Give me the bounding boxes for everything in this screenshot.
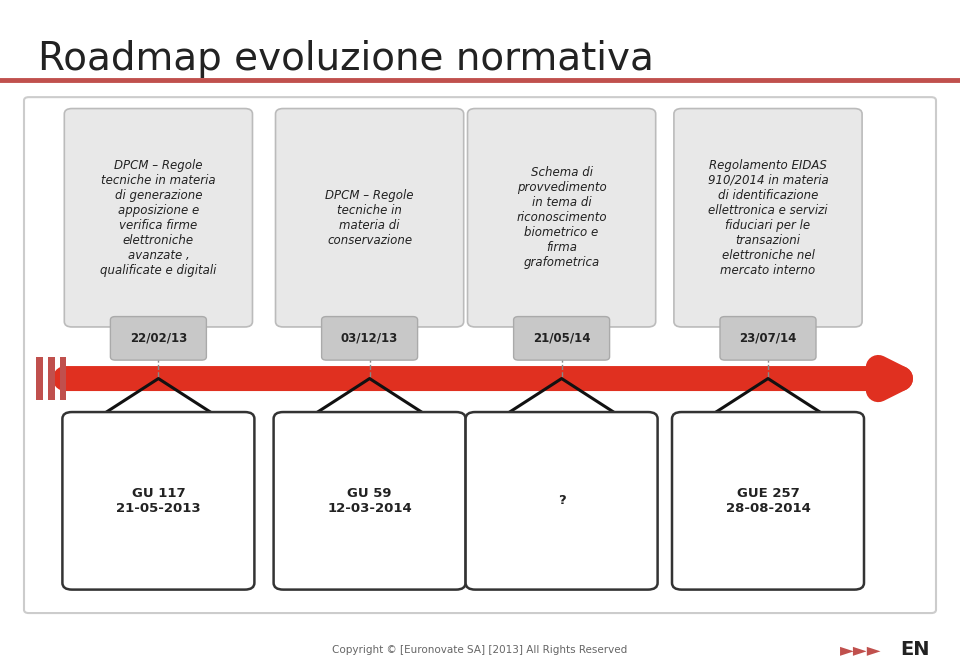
- FancyBboxPatch shape: [672, 412, 864, 590]
- Text: Schema di
provvedimento
in tema di
riconoscimento
biometrico e
firma
grafometric: Schema di provvedimento in tema di ricon…: [516, 166, 607, 269]
- FancyBboxPatch shape: [60, 357, 66, 401]
- FancyBboxPatch shape: [64, 109, 252, 327]
- Text: Copyright © [Euronovate SA] [2013] All Rights Reserved: Copyright © [Euronovate SA] [2013] All R…: [332, 645, 628, 655]
- Text: GU 117
21-05-2013: GU 117 21-05-2013: [116, 487, 201, 515]
- Text: 03/12/13: 03/12/13: [341, 332, 398, 345]
- Text: ?: ?: [558, 494, 565, 507]
- Text: GU 59
12-03-2014: GU 59 12-03-2014: [327, 487, 412, 515]
- FancyBboxPatch shape: [276, 109, 464, 327]
- FancyBboxPatch shape: [48, 357, 55, 401]
- Text: DPCM – Regole
tecniche in materia
di generazione
apposizione e
verifica firme
el: DPCM – Regole tecniche in materia di gen…: [100, 159, 217, 277]
- FancyBboxPatch shape: [514, 317, 610, 360]
- Text: DPCM – Regole
tecniche in
materia di
conservazione: DPCM – Regole tecniche in materia di con…: [325, 189, 414, 247]
- Text: ►►►: ►►►: [840, 641, 881, 659]
- Text: 21/05/14: 21/05/14: [533, 332, 590, 345]
- Text: 23/07/14: 23/07/14: [739, 332, 797, 345]
- FancyBboxPatch shape: [36, 357, 43, 401]
- FancyBboxPatch shape: [720, 317, 816, 360]
- Text: EN: EN: [900, 641, 930, 659]
- FancyBboxPatch shape: [674, 109, 862, 327]
- FancyBboxPatch shape: [24, 97, 936, 613]
- Text: 22/02/13: 22/02/13: [130, 332, 187, 345]
- FancyBboxPatch shape: [110, 317, 206, 360]
- FancyBboxPatch shape: [322, 317, 418, 360]
- FancyBboxPatch shape: [274, 412, 466, 590]
- Text: GUE 257
28-08-2014: GUE 257 28-08-2014: [726, 487, 810, 515]
- FancyBboxPatch shape: [468, 109, 656, 327]
- FancyBboxPatch shape: [466, 412, 658, 590]
- FancyBboxPatch shape: [62, 412, 254, 590]
- Text: Regolamento EIDAS
910/2014 in materia
di identificazione
ellettronica e servizi
: Regolamento EIDAS 910/2014 in materia di…: [708, 159, 828, 277]
- Text: Roadmap evoluzione normativa: Roadmap evoluzione normativa: [38, 40, 655, 78]
